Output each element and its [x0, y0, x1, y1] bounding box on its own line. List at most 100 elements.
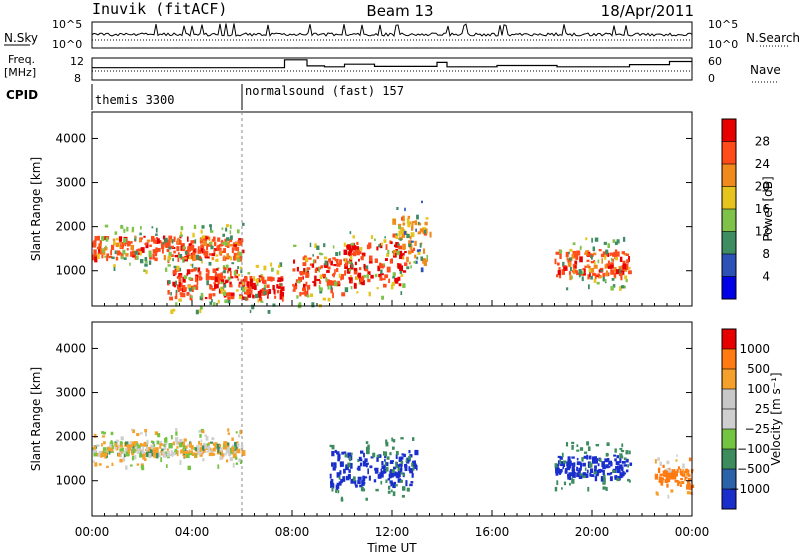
heatmap-cell — [215, 283, 219, 289]
heatmap-cell — [166, 241, 171, 247]
heatmap-cell — [581, 276, 584, 282]
heatmap-cell — [258, 275, 263, 278]
heatmap-cell — [295, 279, 298, 283]
heatmap-cell — [311, 302, 315, 308]
heatmap-cell — [211, 437, 215, 441]
heatmap-cell — [144, 242, 148, 246]
heatmap-cell — [123, 239, 126, 244]
heatmap-cell — [381, 474, 384, 478]
heatmap-cell — [578, 467, 582, 471]
heatmap-cell — [340, 479, 343, 484]
heatmap-cell — [347, 244, 352, 250]
heatmap-cell — [199, 296, 203, 301]
heatmap-cell — [101, 450, 104, 456]
heatmap-cell — [110, 440, 113, 445]
heatmap-cell — [382, 451, 385, 456]
heatmap-cell — [111, 256, 115, 260]
heatmap-cell — [140, 258, 144, 264]
heatmap-cell — [278, 286, 282, 289]
heatmap-cell — [259, 277, 262, 281]
sky-noise-line — [91, 23, 693, 38]
heatmap-cell — [567, 456, 571, 461]
heatmap-cell — [227, 299, 231, 304]
heatmap-cell — [659, 461, 662, 467]
heatmap-cell — [591, 237, 593, 243]
heatmap-cell — [625, 450, 629, 455]
heatmap-cell — [625, 278, 628, 283]
heatmap-cell — [124, 240, 127, 247]
heatmap-cell — [399, 238, 402, 241]
heatmap-cell — [575, 270, 578, 273]
heatmap-cell — [242, 282, 245, 286]
heatmap-cell — [218, 247, 222, 251]
heatmap-cell — [588, 267, 591, 271]
heatmap-cell — [185, 450, 189, 454]
heatmap-cell — [98, 246, 102, 253]
heatmap-cell — [223, 291, 227, 296]
heatmap-cell — [659, 473, 664, 476]
heatmap-cell — [557, 460, 560, 466]
heatmap-cell — [400, 291, 403, 295]
heatmap-cell — [613, 267, 617, 273]
heatmap-cell — [110, 244, 115, 251]
colorbar-swatch — [722, 429, 736, 449]
heatmap-cell — [332, 245, 335, 249]
heatmap-cell — [119, 458, 123, 463]
heatmap-cell — [323, 243, 326, 248]
heatmap-cell — [267, 276, 271, 282]
heatmap-cell — [126, 444, 131, 450]
colorbar-swatch — [722, 119, 736, 142]
heatmap-cell — [345, 475, 350, 481]
heatmap-cell — [144, 429, 148, 433]
heatmap-cell — [156, 247, 161, 252]
heatmap-cell — [587, 486, 590, 492]
heatmap-cell — [402, 283, 406, 288]
heatmap-cell — [175, 431, 178, 436]
heatmap-cell — [398, 469, 402, 474]
heatmap-cell — [311, 263, 315, 268]
heatmap-cell — [343, 249, 348, 256]
heatmap-cell — [348, 248, 353, 252]
sky-right-tick-top: 10^5 — [708, 18, 738, 31]
heatmap-cell — [407, 222, 411, 228]
heatmap-cell — [166, 448, 169, 451]
heatmap-cell — [145, 269, 148, 275]
heatmap-cell — [350, 478, 354, 484]
heatmap-cell — [423, 229, 427, 234]
colorbar-tick-label: 500 — [747, 362, 770, 376]
heatmap-cell — [254, 284, 257, 291]
heatmap-cell — [236, 229, 240, 234]
heatmap-cell — [211, 276, 215, 281]
heatmap-cell — [240, 269, 243, 274]
heatmap-cell — [131, 250, 136, 256]
heatmap-cell — [200, 450, 203, 454]
heatmap-cell — [319, 287, 323, 292]
heatmap-cell — [96, 453, 100, 457]
heatmap-cell — [104, 224, 109, 228]
heatmap-cell — [361, 255, 364, 258]
heatmap-cell — [586, 264, 590, 269]
heatmap-cell — [580, 271, 584, 275]
heatmap-cell — [407, 215, 411, 219]
heatmap-cell — [312, 280, 316, 284]
heatmap-cell — [594, 465, 597, 469]
heatmap-cell — [349, 255, 353, 260]
heatmap-cell — [227, 432, 230, 435]
heatmap-cell — [151, 226, 154, 229]
heatmap-cell — [223, 267, 227, 270]
heatmap-cell — [402, 252, 405, 256]
heatmap-cell — [655, 491, 658, 495]
heatmap-cell — [401, 494, 405, 498]
heatmap-cell — [598, 249, 602, 252]
heatmap-cell — [276, 284, 279, 289]
heatmap-cell — [179, 438, 183, 443]
heatmap-cell — [391, 469, 395, 473]
heatmap-cell — [629, 479, 631, 483]
time-axis: 00:00 04:00 08:00 12:00 16:00 20:00 00:00 — [75, 300, 709, 539]
heatmap-cell — [576, 272, 579, 276]
heatmap-cell — [560, 461, 564, 467]
heatmap-cell — [420, 267, 424, 273]
heatmap-cell — [404, 207, 406, 212]
colorbar-tick-label: −500 — [737, 462, 770, 476]
heatmap-cell — [377, 474, 382, 479]
